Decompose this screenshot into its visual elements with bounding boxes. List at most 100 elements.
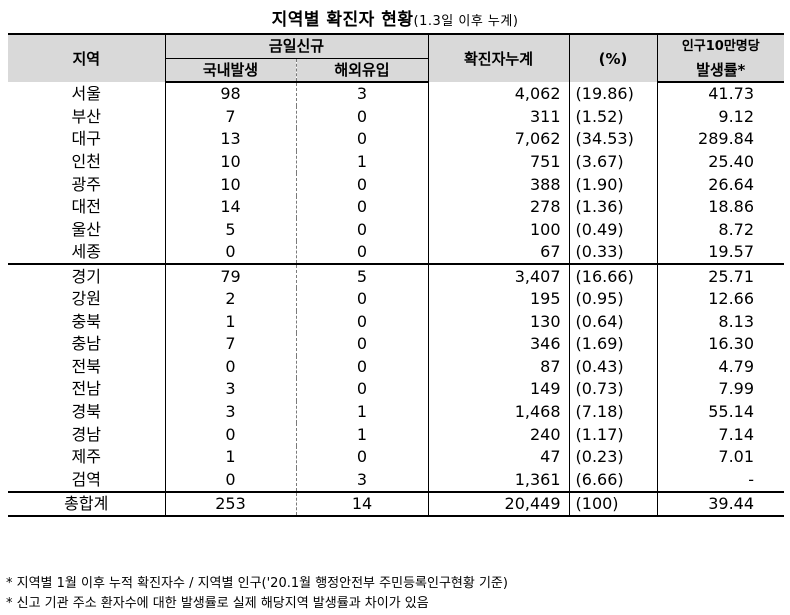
cell-region: 대전 (71, 197, 101, 217)
cell-domestic: 1 (164, 310, 296, 334)
cell-percent: (0.64) (568, 310, 658, 334)
table-row: 광주 10 0 388 (1.90) 26.64 (8, 173, 785, 196)
table-header: 지역 금일신규 확진자누계 (%) 인구10만명당 국내발생 해외유입 발생률* (8, 32, 785, 84)
table-row: 인천 10 1 751 (3.67) 25.40 (8, 150, 785, 174)
cell-overseas: 1 (295, 400, 429, 424)
cell-cumulative: 7,062 (427, 128, 570, 151)
cell-percent: (0.33) (568, 240, 658, 265)
cell-overseas: 0 (295, 333, 429, 356)
table-title-sub: (1.3일 이후 누계) (413, 14, 519, 29)
cell-percent: (34.53) (568, 128, 658, 151)
cell-domestic: 14 (164, 195, 296, 219)
cell-region: 총합계 (8, 490, 165, 518)
cell-domestic: 0 (164, 468, 296, 492)
cell-percent: (0.23) (568, 445, 658, 469)
cell-overseas: 0 (295, 288, 429, 311)
cell-percent: (1.69) (568, 333, 658, 356)
header-cumulative: 확진자누계 (427, 32, 570, 83)
table-row: 충남 7 0 346 (1.69) 16.30 (8, 333, 785, 356)
table-row: 서울 98 3 4,062 (19.86) 41.73 (8, 82, 785, 106)
cell-overseas: 0 (295, 195, 429, 219)
cell-cumulative: 278 (427, 195, 570, 219)
cell-overseas: 0 (295, 128, 429, 151)
cell-percent: (6.66) (568, 468, 658, 492)
table-row: 제주 1 0 47 (0.23) 7.01 (8, 445, 785, 469)
cell-percent: (100) (568, 490, 658, 518)
header-domestic: 국내발생 (164, 58, 296, 84)
table-row: 전남 3 0 149 (0.73) 7.99 (8, 378, 785, 401)
cell-overseas: 1 (295, 150, 429, 174)
cell-domestic: 1 (164, 445, 296, 469)
cell-cumulative: 311 (427, 105, 570, 129)
cell-overseas: 0 (295, 105, 429, 129)
cell-percent: (1.90) (568, 173, 658, 196)
cell-percent: (16.66) (568, 263, 658, 289)
cell-overseas: 14 (295, 490, 429, 518)
cell-domestic: 5 (164, 218, 296, 241)
cell-cumulative: 388 (427, 173, 570, 196)
cell-region: 검역 (71, 469, 101, 489)
table-title-main: 지역별 확진자 현황 (271, 10, 414, 30)
cell-region: 경기 (8, 263, 165, 289)
cell-rate: 289.84 (656, 128, 785, 151)
cell-rate: 41.73 (656, 82, 785, 106)
cell-region: 인천 (71, 152, 101, 171)
header-today-new: 금일신규 (164, 32, 429, 59)
cell-region: 충남 (71, 334, 101, 354)
cell-domestic: 10 (164, 150, 296, 174)
cell-rate: 55.14 (656, 400, 785, 424)
cell-overseas: 3 (295, 82, 429, 106)
table-row: 세종 0 0 67 (0.33) 19.57 (8, 240, 785, 265)
table-row: 전북 0 0 87 (0.43) 4.79 (8, 355, 785, 379)
table-row: 경남 0 1 240 (1.17) 7.14 (8, 423, 785, 446)
cell-rate: 9.12 (656, 105, 785, 129)
cell-percent: (19.86) (568, 82, 658, 106)
cell-region: 전북 (71, 356, 101, 376)
cell-cumulative: 3,407 (427, 263, 570, 289)
cell-rate: 12.66 (656, 288, 785, 311)
cell-cumulative: 130 (427, 310, 570, 334)
cell-percent: (0.95) (568, 288, 658, 311)
header-overseas: 해외유입 (295, 58, 429, 84)
cell-region: 서울 (71, 83, 101, 103)
header-region: 지역 (8, 32, 165, 83)
table-row: 충북 1 0 130 (0.64) 8.13 (8, 310, 785, 334)
cell-overseas: 5 (295, 263, 429, 289)
table-row: 경북 3 1 1,468 (7.18) 55.14 (8, 400, 785, 424)
cell-cumulative: 240 (427, 423, 570, 446)
footnote-1: * 지역별 1월 이후 누적 확진자수 / 지역별 인구('20.1월 행정안전… (6, 576, 508, 591)
cell-region: 강원 (71, 289, 101, 309)
cell-rate: - (656, 468, 785, 492)
cell-cumulative: 100 (427, 218, 570, 241)
cell-rate: 39.44 (656, 490, 785, 518)
cell-percent: (1.36) (568, 195, 658, 219)
cell-domestic: 3 (164, 400, 296, 424)
cell-rate: 4.79 (656, 355, 785, 379)
cell-cumulative: 195 (427, 288, 570, 311)
cell-domestic: 3 (164, 378, 296, 401)
footnote-2: * 신고 기관 주소 환자수에 대한 발생률로 실제 해당지역 발생률과 차이가… (6, 596, 429, 611)
total-row: 총합계 253 14 20,449 (100) 39.44 (8, 490, 785, 518)
cell-domestic: 7 (164, 333, 296, 356)
cell-overseas: 3 (295, 468, 429, 492)
cell-overseas: 0 (295, 240, 429, 265)
cell-region: 부산 (71, 106, 101, 126)
table-row: 울산 5 0 100 (0.49) 8.72 (8, 218, 785, 241)
header-rate-line1: 인구10만명당 (656, 32, 785, 59)
table-row: 검역 0 3 1,361 (6.66) - (8, 468, 785, 492)
cell-rate: 7.14 (656, 423, 785, 446)
cell-rate: 8.72 (656, 218, 785, 241)
cell-percent: (0.73) (568, 378, 658, 401)
header-percent: (%) (568, 32, 658, 83)
cell-region: 울산 (71, 219, 101, 239)
cell-region: 세종 (71, 242, 101, 262)
cell-domestic: 0 (164, 240, 296, 265)
cell-cumulative: 149 (427, 378, 570, 401)
cell-region: 대구 (71, 129, 101, 149)
table-row: 대전 14 0 278 (1.36) 18.86 (8, 195, 785, 219)
cell-rate: 8.13 (656, 310, 785, 334)
table-row: 경기 79 5 3,407 (16.66) 25.71 (8, 263, 785, 289)
cell-percent: (7.18) (568, 400, 658, 424)
cell-region: 경남 (71, 424, 101, 444)
cell-cumulative: 1,361 (427, 468, 570, 492)
